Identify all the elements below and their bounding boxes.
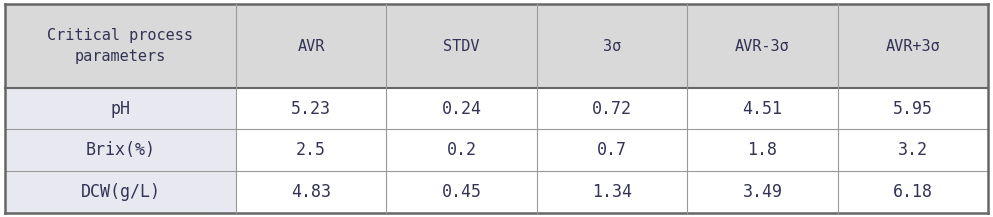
Text: 0.24: 0.24 [442, 100, 482, 117]
Bar [537, 88, 687, 129]
Text: 2.5: 2.5 [296, 141, 326, 159]
Bar [5, 129, 236, 171]
Bar [236, 171, 386, 213]
Bar [5, 4, 236, 88]
Bar [838, 171, 988, 213]
Text: 5.23: 5.23 [291, 100, 332, 117]
Text: AVR: AVR [298, 38, 325, 54]
Text: 3.2: 3.2 [898, 141, 927, 159]
Text: DCW(g/L): DCW(g/L) [80, 183, 161, 201]
Bar [386, 171, 537, 213]
Bar [236, 88, 386, 129]
Bar [386, 4, 537, 88]
Text: pH: pH [110, 100, 130, 117]
Text: 1.34: 1.34 [592, 183, 632, 201]
Text: 1.8: 1.8 [748, 141, 778, 159]
Bar [5, 88, 236, 129]
Bar [687, 4, 838, 88]
Text: 4.51: 4.51 [743, 100, 782, 117]
Text: 0.72: 0.72 [592, 100, 632, 117]
Text: 0.45: 0.45 [442, 183, 482, 201]
Text: 3.49: 3.49 [743, 183, 782, 201]
Bar [838, 88, 988, 129]
Bar [537, 171, 687, 213]
Bar [537, 4, 687, 88]
Text: Critical process
parameters: Critical process parameters [48, 28, 194, 64]
Bar [386, 88, 537, 129]
Text: 6.18: 6.18 [893, 183, 932, 201]
Text: 0.2: 0.2 [447, 141, 477, 159]
Bar [5, 171, 236, 213]
Text: 4.83: 4.83 [291, 183, 332, 201]
Text: 5.95: 5.95 [893, 100, 932, 117]
Bar [386, 129, 537, 171]
Bar [838, 4, 988, 88]
Bar [236, 129, 386, 171]
Text: 3σ: 3σ [603, 38, 622, 54]
Bar [236, 4, 386, 88]
Text: 0.7: 0.7 [597, 141, 627, 159]
Bar [687, 129, 838, 171]
Bar [838, 129, 988, 171]
Bar [687, 171, 838, 213]
Bar [687, 88, 838, 129]
Text: Brix(%): Brix(%) [85, 141, 156, 159]
Text: STDV: STDV [443, 38, 480, 54]
Text: AVR+3σ: AVR+3σ [886, 38, 940, 54]
Text: AVR-3σ: AVR-3σ [735, 38, 789, 54]
Bar [537, 129, 687, 171]
